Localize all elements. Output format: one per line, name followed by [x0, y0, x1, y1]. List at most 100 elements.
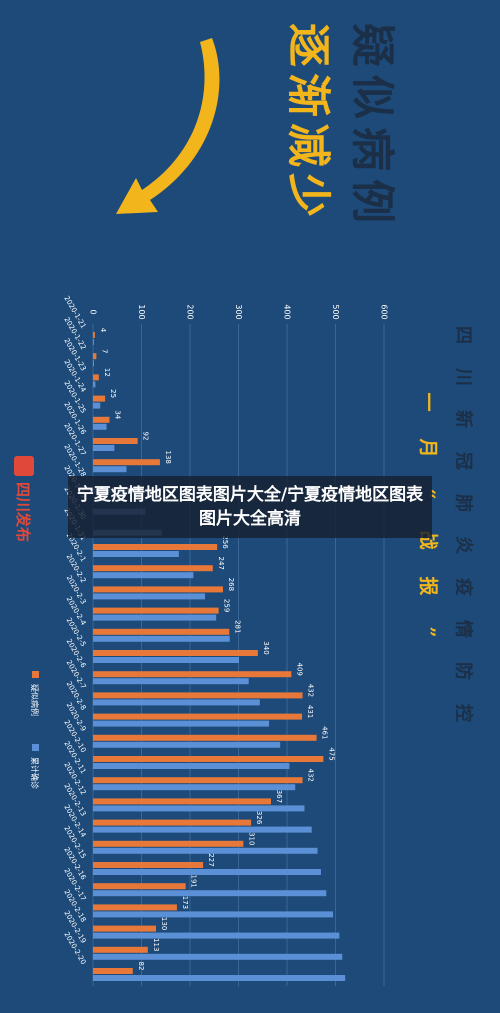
tick-label: 600	[380, 304, 389, 319]
logo-mark	[14, 456, 34, 476]
tick-label: 200	[186, 304, 195, 319]
legend-label-confirmed: 累计确诊	[30, 757, 40, 789]
bar-confirmed	[93, 890, 327, 897]
bar-value-label: 34	[113, 410, 121, 419]
chart-bars	[93, 332, 346, 981]
bar-confirmed	[93, 699, 260, 706]
bar-suspected	[93, 459, 160, 466]
bar-value-label: 432	[307, 769, 315, 782]
bar-value-label: 4	[99, 328, 107, 333]
bar-confirmed	[93, 657, 239, 663]
bar-suspected	[93, 671, 292, 678]
bar-value-label: 92	[142, 432, 150, 441]
bar-confirmed	[93, 869, 321, 875]
bar-confirmed	[93, 805, 305, 812]
bar-confirmed	[93, 720, 270, 727]
bar-confirmed	[93, 381, 96, 388]
legend-label-suspected: 疑似病例	[30, 684, 40, 716]
main-heading-char: 似	[347, 74, 398, 119]
bar-value-label: 326	[255, 811, 263, 825]
bar-suspected	[93, 883, 186, 890]
bar-suspected	[93, 607, 219, 614]
bar-confirmed	[93, 423, 107, 430]
bar-confirmed	[93, 635, 230, 642]
side-subtitle-char: ”	[417, 627, 439, 638]
side-title-char: 新	[453, 410, 475, 428]
bar-value-label: 256	[221, 535, 229, 549]
bar-confirmed	[93, 741, 281, 748]
sub-heading-char: 渐	[283, 73, 334, 117]
bar-suspected	[93, 395, 106, 402]
bar-value-label: 7	[100, 349, 108, 353]
bar-suspected	[93, 628, 230, 635]
bar-value-label: 431	[306, 705, 314, 718]
legend-swatch-suspected	[32, 671, 39, 678]
bar-suspected	[93, 692, 303, 699]
side-title-char: 川	[453, 367, 474, 386]
bar-suspected	[93, 798, 271, 805]
sub-heading-char: 减	[283, 123, 334, 167]
bar-suspected	[93, 650, 258, 656]
bar-value-label: 138	[164, 451, 172, 464]
bar-confirmed	[93, 593, 206, 600]
tick-label: 0	[89, 309, 98, 314]
bar-confirmed	[93, 975, 346, 981]
bar-confirmed	[93, 763, 290, 769]
bar-suspected	[93, 946, 148, 953]
bar-value-label: 227	[207, 853, 215, 866]
side-title-char: 疫	[453, 578, 475, 596]
bar-confirmed	[93, 466, 127, 473]
bar-value-label: 130	[160, 917, 168, 930]
bar-confirmed	[93, 826, 312, 833]
tick-label: 300	[234, 304, 243, 319]
main-heading-char: 病	[347, 127, 398, 171]
bar-value-label: 191	[190, 875, 198, 888]
side-subtitle-char: 报	[417, 576, 440, 595]
bar-value-label: 432	[307, 684, 315, 697]
bar-suspected	[93, 925, 157, 932]
bar-value-label: 259	[223, 599, 231, 612]
bar-confirmed	[93, 911, 334, 918]
legend: 疑似病例 累计确诊	[30, 671, 40, 789]
bar-confirmed	[93, 445, 115, 451]
caption-text: 宁夏疫情地区图表图片大全/宁夏疫情地区图表图片大全高清	[76, 485, 424, 529]
bar-suspected	[93, 904, 177, 911]
bar-value-label: 113	[152, 938, 160, 951]
bar-suspected	[93, 968, 133, 974]
bar-suspected	[93, 586, 223, 593]
sub-heading-char: 逐	[283, 23, 334, 67]
side-title-char: 炎	[453, 536, 474, 554]
bar-suspected	[93, 734, 317, 741]
bar-value-label: 310	[247, 832, 255, 845]
bar-suspected	[93, 438, 138, 444]
bar-confirmed	[93, 784, 296, 791]
bar-confirmed	[93, 339, 94, 345]
bar-confirmed	[93, 572, 194, 579]
bar-value-label: 367	[275, 790, 283, 803]
bar-value-label: 461	[321, 726, 329, 739]
main-heading-char: 例	[347, 179, 398, 223]
bar-confirmed	[93, 402, 101, 409]
bar-value-label: 475	[327, 747, 335, 760]
bar-confirmed	[93, 932, 340, 939]
bar-value-label: 409	[295, 663, 303, 676]
bar-value-label: 268	[227, 578, 235, 591]
bar-suspected	[93, 374, 99, 381]
tick-label: 500	[331, 304, 340, 319]
bar-suspected	[93, 862, 204, 868]
bar-suspected	[93, 713, 303, 720]
tick-label: 100	[137, 304, 146, 319]
axis-ticks: 0 100 200 300 400 500 600	[89, 304, 389, 319]
tick-label: 400	[283, 304, 292, 319]
sub-heading-char: 少	[283, 173, 334, 217]
bar-suspected	[93, 819, 252, 826]
side-title-char: 防	[453, 662, 475, 680]
arrow-icon	[116, 38, 220, 214]
bar-suspected	[93, 565, 213, 572]
bar-suspected	[93, 416, 110, 423]
bar-confirmed	[93, 678, 249, 685]
bar-confirmed	[93, 360, 94, 367]
side-subtitle-char: 月	[417, 437, 439, 457]
